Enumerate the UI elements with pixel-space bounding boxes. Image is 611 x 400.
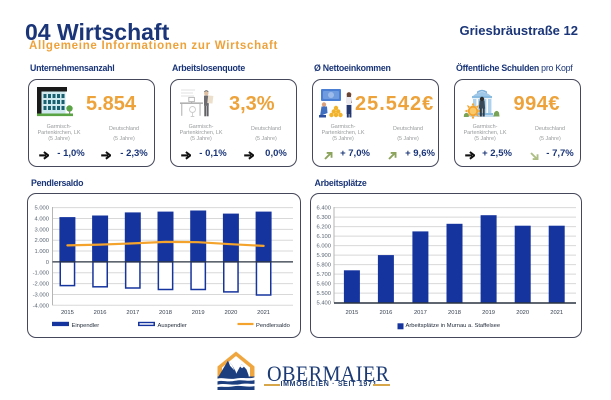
svg-text:2019: 2019 (482, 310, 495, 316)
svg-text:2016: 2016 (93, 310, 106, 316)
svg-text:2017: 2017 (126, 310, 139, 316)
svg-text:5.800: 5.800 (316, 262, 331, 268)
svg-text:2015: 2015 (345, 310, 358, 316)
svg-text:2016: 2016 (379, 310, 392, 316)
svg-text:4.000: 4.000 (34, 216, 49, 222)
svg-text:-2.000: -2.000 (32, 281, 48, 287)
svg-text:2020: 2020 (224, 310, 237, 316)
svg-text:2019: 2019 (191, 310, 204, 316)
svg-text:5.700: 5.700 (316, 272, 331, 278)
svg-text:2020: 2020 (516, 310, 529, 316)
svg-text:Auspendler: Auspendler (157, 323, 186, 329)
svg-text:2018: 2018 (448, 310, 461, 316)
svg-text:6.300: 6.300 (316, 215, 331, 221)
svg-text:Einpendler: Einpendler (71, 323, 99, 329)
svg-text:5.600: 5.600 (316, 281, 331, 287)
svg-text:6.200: 6.200 (316, 224, 331, 230)
svg-text:2021: 2021 (257, 310, 270, 316)
svg-text:0: 0 (45, 259, 48, 265)
svg-text:-4.000: -4.000 (32, 303, 48, 309)
svg-text:Pendlersaldo: Pendlersaldo (256, 323, 290, 329)
svg-text:2017: 2017 (414, 310, 427, 316)
svg-text:2.000: 2.000 (34, 238, 49, 244)
svg-text:6.100: 6.100 (316, 234, 331, 240)
svg-text:2021: 2021 (550, 310, 563, 316)
svg-text:6.400: 6.400 (316, 205, 331, 211)
svg-text:5.900: 5.900 (316, 253, 331, 259)
svg-text:2018: 2018 (159, 310, 172, 316)
svg-text:5.000: 5.000 (34, 205, 49, 211)
svg-text:-3.000: -3.000 (32, 292, 48, 298)
svg-text:2015: 2015 (60, 310, 73, 316)
svg-text:Arbeitsplätze in Murnau a. Sta: Arbeitsplätze in Murnau a. Staffelsee (406, 323, 501, 329)
svg-text:6.000: 6.000 (316, 243, 331, 249)
svg-text:1.000: 1.000 (34, 249, 49, 255)
svg-text:3.000: 3.000 (34, 227, 49, 233)
svg-text:5.400: 5.400 (316, 300, 331, 306)
svg-text:-1.000: -1.000 (32, 270, 48, 276)
svg-text:5.500: 5.500 (316, 291, 331, 297)
